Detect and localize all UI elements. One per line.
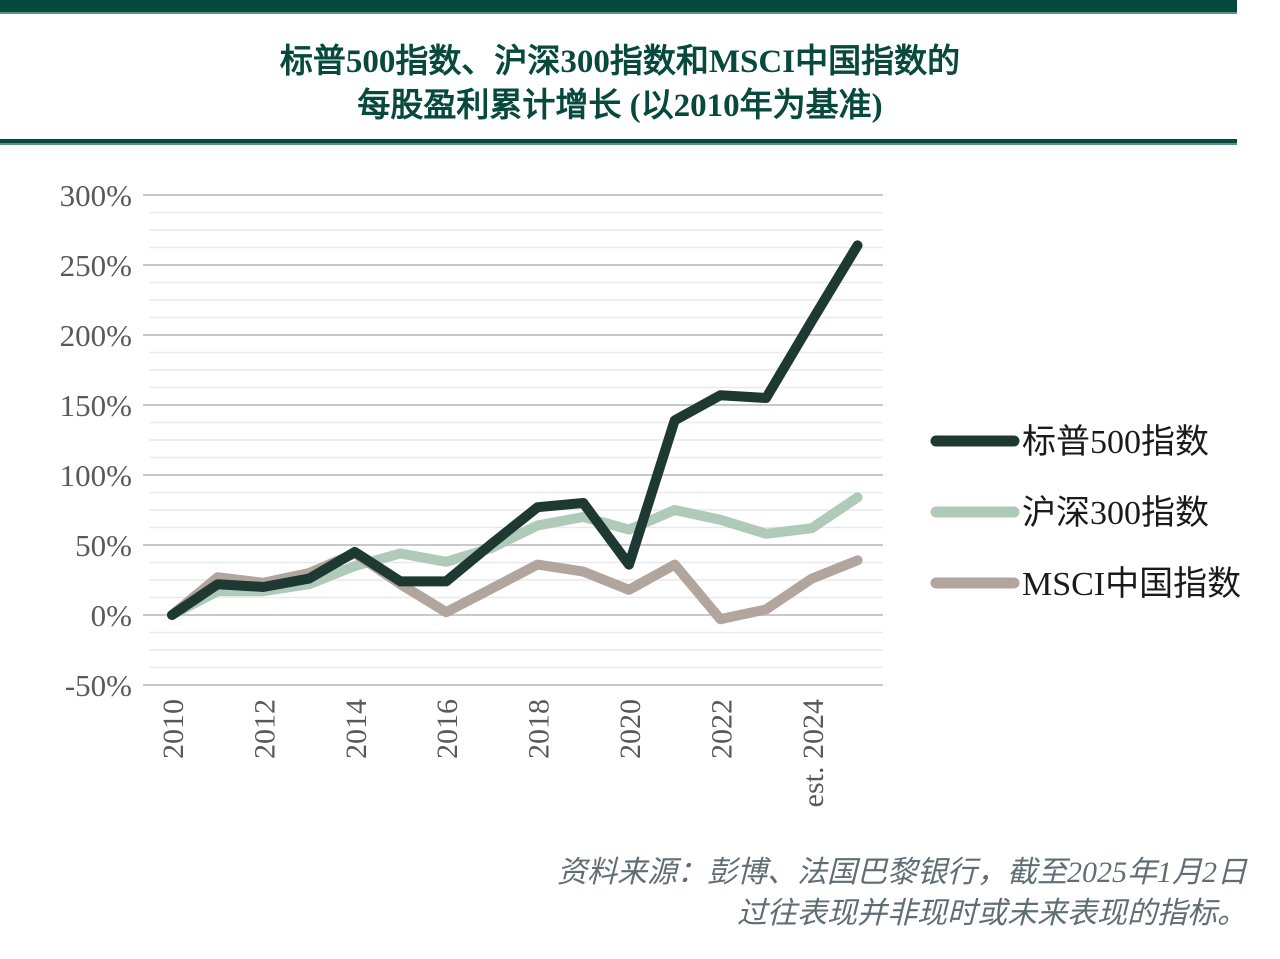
source-note: 资料来源：彭博、法国巴黎银行，截至2025年1月2日 过往表现并非现时或未来表现… bbox=[347, 852, 1247, 934]
y-axis-tick-label: 150% bbox=[60, 388, 132, 423]
x-axis-tick-label: 2014 bbox=[340, 699, 373, 759]
x-axis-tick-label: est. 2024 bbox=[797, 699, 830, 807]
y-axis-tick-label: 300% bbox=[60, 178, 132, 213]
chart-title-line1: 标普500指数、沪深300指数和MSCI中国指数的 bbox=[279, 44, 961, 80]
x-axis-tick-label: 2010 bbox=[157, 699, 190, 759]
series-line-sp500 bbox=[167, 240, 863, 620]
y-axis-tick-label: -50% bbox=[65, 668, 132, 703]
chart-title-line2: 每股盈利累计增长 (以2010年为基准) bbox=[357, 88, 883, 124]
y-axis-tick-label: 200% bbox=[60, 318, 132, 353]
x-axis-tick-label: 2018 bbox=[523, 699, 556, 759]
x-axis-tick-label: 2012 bbox=[248, 699, 281, 759]
y-axis-tick-label: 50% bbox=[75, 528, 132, 563]
title-divider-rule bbox=[0, 139, 1237, 145]
x-axis-tick-label: 2016 bbox=[431, 699, 464, 759]
top-accent-bar bbox=[0, 0, 1237, 14]
source-note-line1: 资料来源：彭博、法国巴黎银行，截至2025年1月2日 bbox=[557, 856, 1247, 889]
legend-label-msci: MSCI中国指数 bbox=[1022, 565, 1241, 603]
source-note-line2: 过往表现并非现时或未来表现的指标。 bbox=[737, 897, 1247, 930]
legend-label-sp500: 标普500指数 bbox=[1022, 423, 1209, 461]
chart-title: 标普500指数、沪深300指数和MSCI中国指数的 每股盈利累计增长 (以201… bbox=[0, 40, 1240, 128]
y-axis-tick-label: 0% bbox=[91, 598, 132, 633]
x-axis-tick-label: 2020 bbox=[614, 699, 647, 759]
x-axis-tick-label: 2022 bbox=[705, 699, 738, 759]
legend-label-csi300: 沪深300指数 bbox=[1022, 494, 1209, 532]
y-axis-tick-label: 100% bbox=[60, 458, 132, 493]
y-axis-tick-label: 250% bbox=[60, 248, 132, 283]
